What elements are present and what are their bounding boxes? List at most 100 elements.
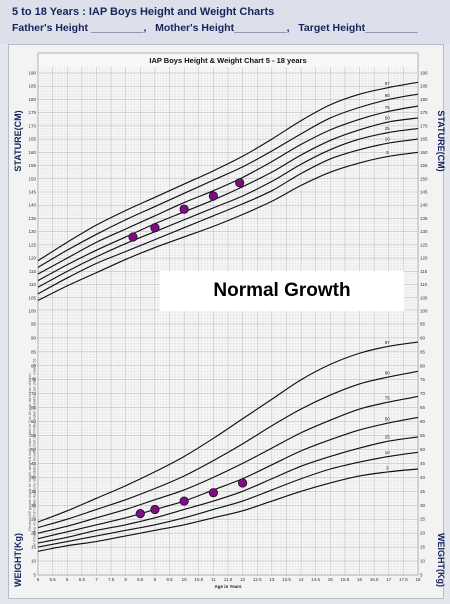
y-tick-label-left: 15 <box>31 545 37 550</box>
y-tick-label-left: 85 <box>31 349 37 354</box>
data-point-stature <box>150 223 160 233</box>
percentile-curve-weight-3 <box>37 468 419 552</box>
y-tick-label-right: 190 <box>420 71 428 76</box>
y-tick-label-right: 45 <box>420 461 426 466</box>
data-point-weight <box>150 504 160 515</box>
x-tick-label: 10 <box>182 577 188 582</box>
y-axis-label-left: WEIGHT(Kg) <box>13 533 23 587</box>
normal-growth-text: Normal Growth <box>213 280 351 301</box>
percentile-label-weight-10: 10 <box>385 450 391 455</box>
page-title: 5 to 18 Years : IAP Boys Height and Weig… <box>12 6 275 18</box>
y-tick-label-left: 75 <box>31 377 37 382</box>
y-tick-label-right: 105 <box>420 295 428 300</box>
y-tick-label-right: 160 <box>420 150 428 155</box>
data-point-stature <box>208 191 218 201</box>
y-tick-label-left: 135 <box>28 216 36 221</box>
y-tick-label-right: 155 <box>420 163 428 168</box>
x-tick-label: 13.5 <box>282 577 291 582</box>
x-axis-label: Age in Years <box>215 584 242 589</box>
data-point-weight <box>238 478 248 488</box>
data-point-stature <box>179 204 189 214</box>
x-tick-label: 8 <box>124 577 127 582</box>
percentile-label-stature-75: 75 <box>385 105 391 110</box>
data-point-weight <box>135 509 145 519</box>
y-tick-label-right: 75 <box>420 377 426 382</box>
y-tick-label-right: 170 <box>420 123 428 128</box>
y-tick-label-left: 45 <box>31 461 37 466</box>
x-tick-label: 10.5 <box>194 577 203 582</box>
x-tick-label: 12 <box>240 577 246 582</box>
y-tick-label-left: 35 <box>31 489 37 494</box>
percentile-curve-stature-10 <box>37 138 419 295</box>
percentile-curve-stature-25 <box>37 127 419 288</box>
y-tick-label-left: 180 <box>28 97 36 102</box>
y-tick-label-right: 5 <box>420 573 423 578</box>
y-tick-label-right: 55 <box>420 433 426 438</box>
x-tick-label: 9.5 <box>166 577 173 582</box>
y-tick-label-right: 165 <box>420 137 428 142</box>
y-tick-label-left: 70 <box>31 391 37 396</box>
y-tick-label-right: 60 <box>420 419 426 424</box>
footnote-text: V. Khadilkar et al, from Indian Academy … <box>33 358 37 545</box>
percentile-curve-weight-75 <box>37 395 419 534</box>
y-tick-label-right: 95 <box>420 321 426 326</box>
percentile-label-stature-50: 50 <box>385 115 391 120</box>
x-tick-label: 13 <box>269 577 275 582</box>
percentile-label-stature-25: 25 <box>385 126 391 131</box>
y-tick-label-right: 25 <box>420 517 426 522</box>
x-tick-label: 11.5 <box>224 577 233 582</box>
x-tick-label: 8.5 <box>137 577 144 582</box>
y-tick-label-left: 140 <box>28 203 36 208</box>
y-tick-label-right: 125 <box>420 242 428 247</box>
y-tick-label-right: 120 <box>420 256 428 261</box>
percentile-label-stature-3: 3 <box>386 150 389 155</box>
y-tick-label-left: 130 <box>28 229 36 234</box>
y-tick-label-left: 65 <box>31 405 37 410</box>
y-tick-label-left: 175 <box>28 110 36 115</box>
y-tick-label-left: 55 <box>31 433 37 438</box>
x-tick-label: 6 <box>66 577 69 582</box>
y-tick-label-right: 110 <box>420 282 428 287</box>
header: 5 to 18 Years : IAP Boys Height and Weig… <box>0 0 450 44</box>
x-tick-label: 18 <box>415 577 421 582</box>
footnote-text: Revised IAP growth charts for height, we… <box>28 373 32 530</box>
y-tick-label-right: 50 <box>420 447 426 452</box>
y-tick-label-left: 190 <box>28 71 36 76</box>
x-tick-label: 14 <box>299 577 305 582</box>
data-point-weight <box>179 496 189 506</box>
percentile-curve-stature-90 <box>37 93 419 268</box>
data-point-stature <box>235 178 245 188</box>
x-tick-label: 7 <box>95 577 98 582</box>
y-tick-label-right: 175 <box>420 110 428 115</box>
y-tick-label-left: 10 <box>31 559 37 564</box>
y-tick-label-right: 10 <box>420 559 426 564</box>
percentile-curve-weight-97 <box>37 341 419 523</box>
y-tick-label-right: 20 <box>420 531 426 536</box>
y-tick-label-right: 30 <box>420 503 426 508</box>
y-tick-label-left: 125 <box>28 242 36 247</box>
y-axis-label-left: STATURE(CM) <box>13 110 23 171</box>
percentile-label-weight-25: 25 <box>385 435 391 440</box>
y-tick-label-left: 185 <box>28 84 36 89</box>
y-tick-label-right: 100 <box>420 309 428 314</box>
x-tick-label: 7.5 <box>108 577 115 582</box>
y-tick-label-right: 145 <box>420 190 428 195</box>
y-tick-label-left: 165 <box>28 137 36 142</box>
parent-height-fields: Father's Height _________, Mother's Heig… <box>12 22 418 34</box>
y-tick-label-right: 70 <box>420 391 426 396</box>
percentile-label-stature-97: 97 <box>385 81 391 86</box>
y-tick-label-right: 115 <box>420 269 428 274</box>
percentile-curve-weight-50 <box>37 416 419 540</box>
y-tick-label-right: 85 <box>420 349 426 354</box>
y-tick-label-left: 25 <box>31 517 37 522</box>
y-axis-label-right: WEIGHT(Kg) <box>436 533 446 587</box>
x-tick-label: 14.5 <box>311 577 320 582</box>
percentile-label-weight-75: 75 <box>385 396 391 401</box>
y-tick-label-right: 180 <box>420 97 428 102</box>
y-tick-label-left: 20 <box>31 531 37 536</box>
x-tick-label: 15 <box>328 577 334 582</box>
y-tick-label-left: 60 <box>31 419 37 424</box>
y-tick-label-left: 115 <box>29 269 37 274</box>
normal-growth-annotation: Normal Growth <box>160 271 404 311</box>
x-tick-label: 16 <box>357 577 363 582</box>
